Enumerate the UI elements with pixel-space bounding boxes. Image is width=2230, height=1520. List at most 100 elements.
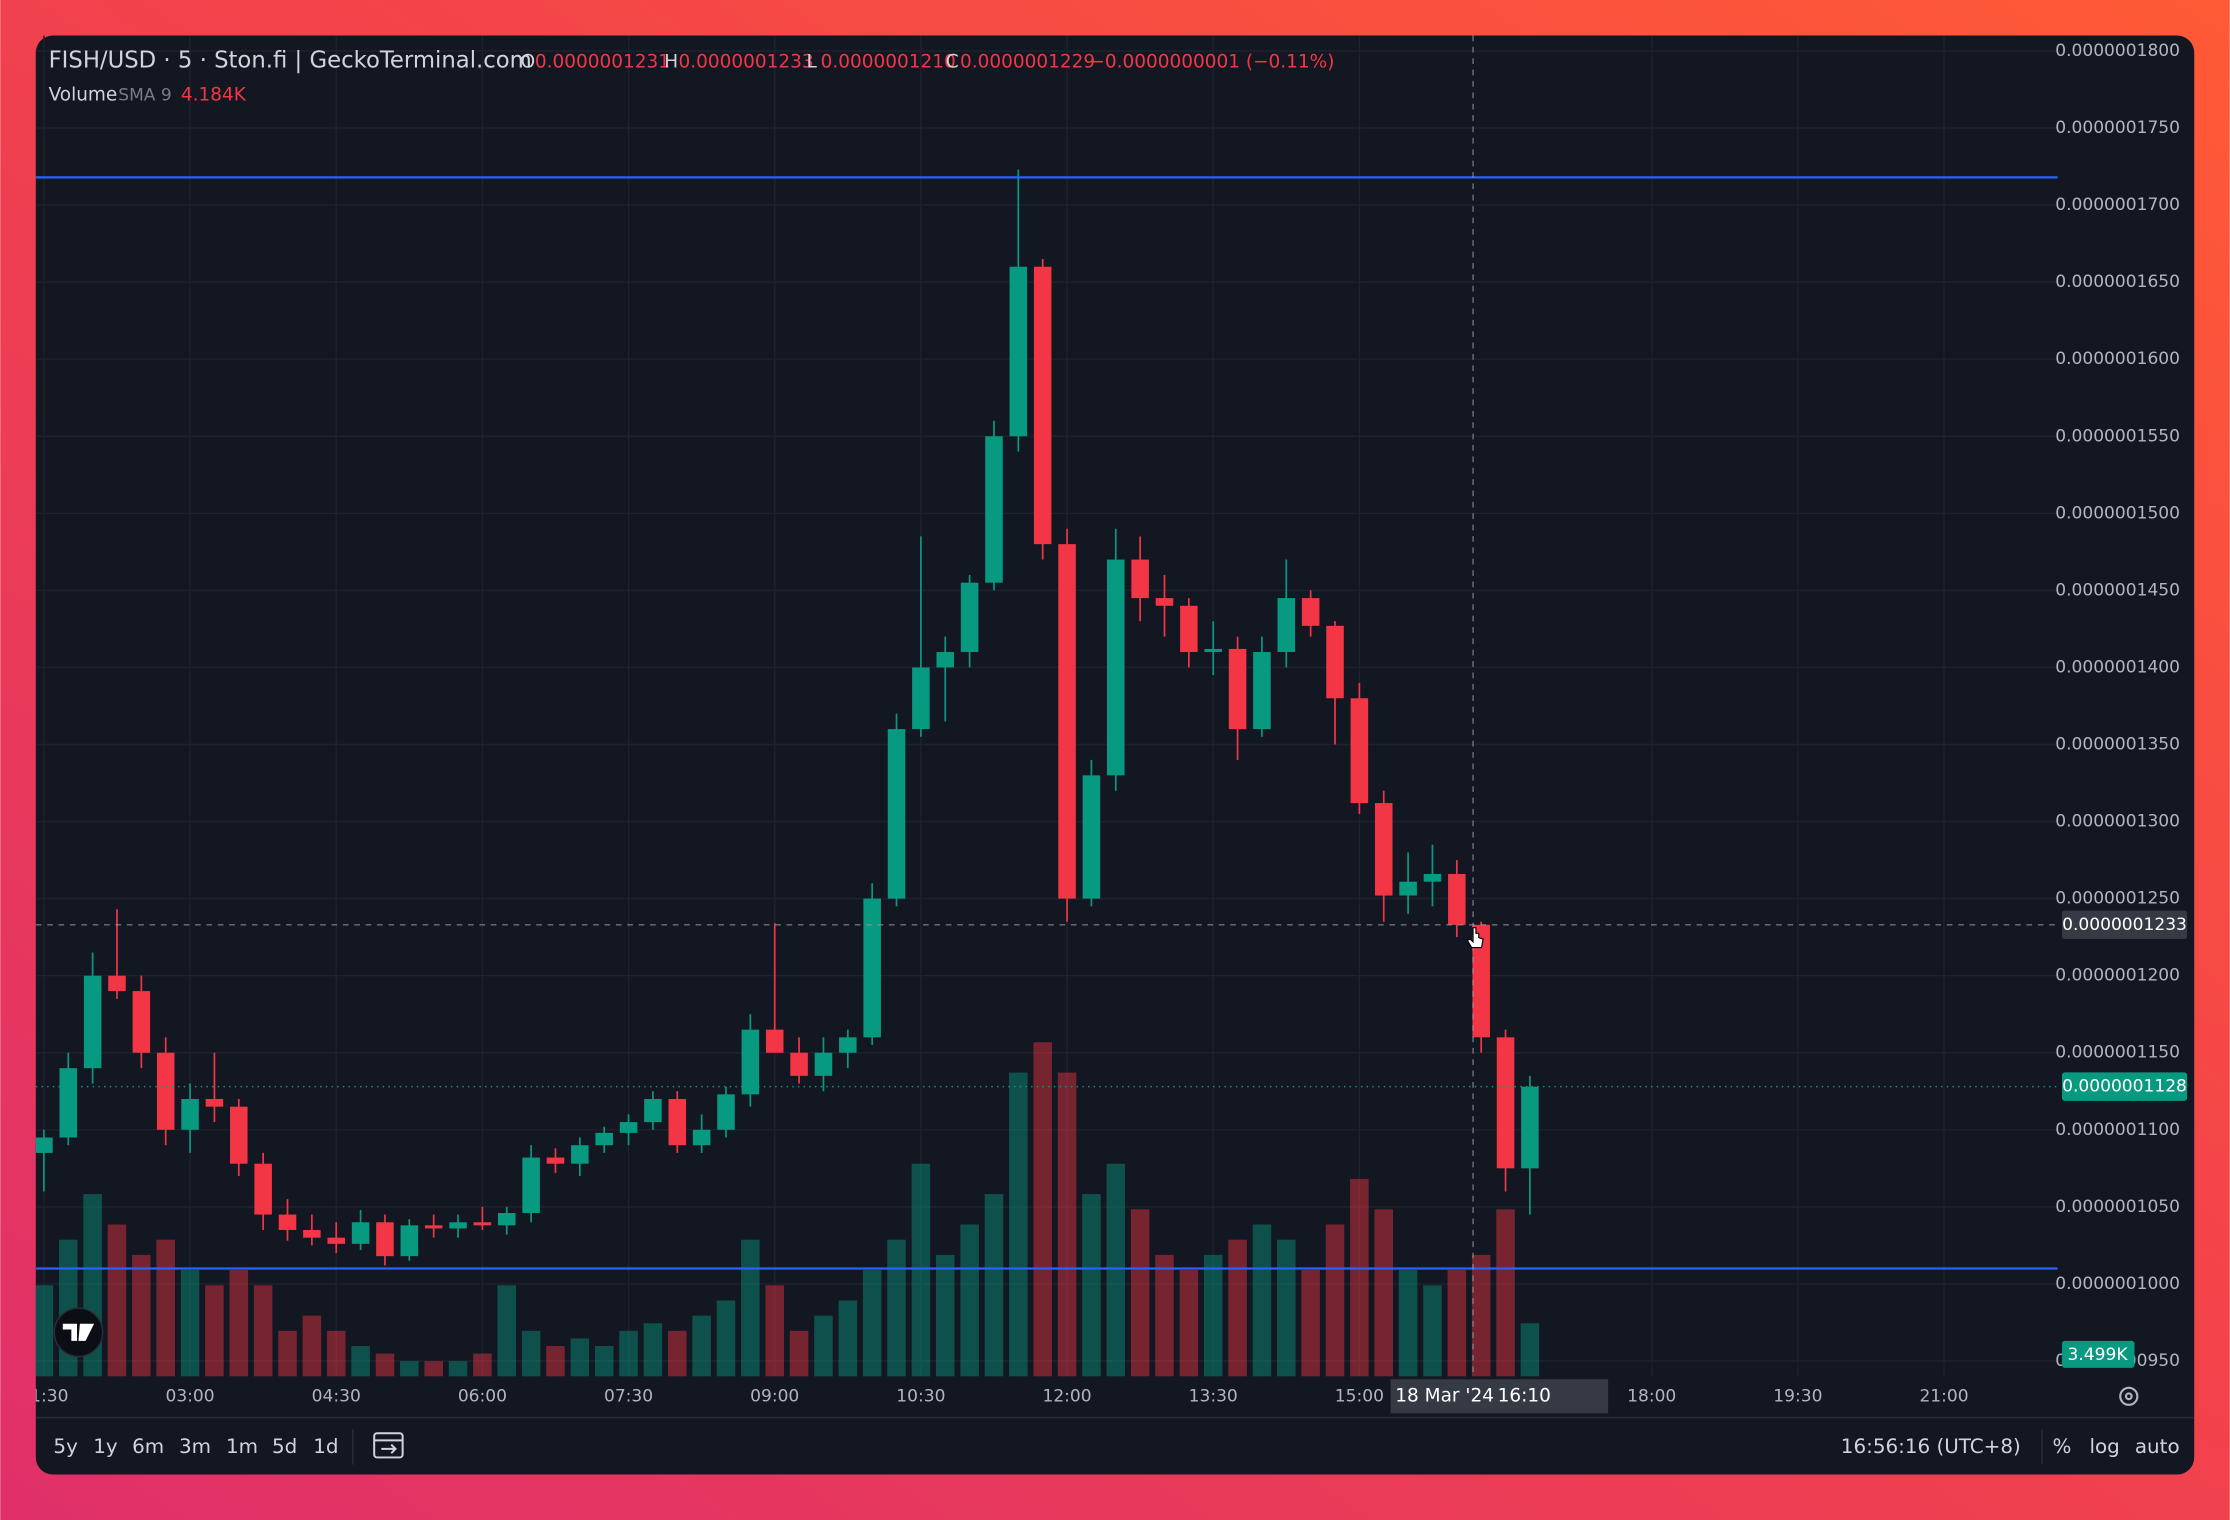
volume-bar: [1252, 1224, 1272, 1377]
volume-bar: [716, 1300, 736, 1377]
volume-tag-label: 3.499K: [2068, 1345, 2129, 1365]
x-tick-label: 07:30: [604, 1386, 653, 1406]
x-tick-label: 21:00: [1919, 1386, 1968, 1406]
range-button[interactable]: 5y: [53, 1435, 78, 1458]
candle-body: [303, 1229, 321, 1238]
volume-bar: [180, 1270, 200, 1377]
candle-body: [1204, 648, 1222, 653]
crosshair-date-label: 18 Mar '24: [1395, 1385, 1494, 1406]
y-tick-label: 0.0000001100: [2055, 1120, 2180, 1140]
candle-body: [546, 1157, 565, 1164]
candle-body: [35, 1137, 53, 1153]
ohlc-value: 0.0000001231: [535, 52, 670, 73]
candle-body: [473, 1222, 492, 1226]
y-tick-label: 0.0000001800: [2055, 41, 2180, 61]
axes: 0.0000001800 0.0000001750 0.0000001700 0.00…: [36, 41, 2188, 1414]
volume-bar: [1057, 1072, 1077, 1377]
candle-body: [1009, 266, 1028, 437]
x-tick-label: 03:00: [165, 1386, 214, 1406]
volume-bar: [984, 1194, 1004, 1377]
candle-body: [814, 1052, 833, 1076]
volume-bar: [448, 1361, 468, 1377]
volume-bar: [1471, 1254, 1491, 1377]
candle-body: [497, 1213, 516, 1226]
volume-bar: [570, 1338, 590, 1377]
volume-bar: [497, 1285, 517, 1377]
crosshair-time-tag: [1390, 1379, 1609, 1414]
volume-bar: [692, 1315, 711, 1377]
candle-body: [230, 1106, 248, 1164]
volume-bar: [1082, 1194, 1101, 1377]
x-tick-label: 10:30: [896, 1386, 945, 1406]
scale-option[interactable]: %: [2053, 1435, 2072, 1458]
range-button[interactable]: 5d: [272, 1435, 297, 1458]
volume-bar: [1350, 1178, 1369, 1377]
candle-body: [985, 436, 1003, 583]
candle-body: [59, 1068, 78, 1138]
crosshair-price-tag: [2061, 910, 2188, 940]
range-button[interactable]: 1y: [93, 1435, 118, 1458]
y-tick-label: 0.0000001550: [2055, 426, 2180, 446]
volume-bar: [862, 1270, 882, 1377]
range-button[interactable]: 1d: [313, 1435, 338, 1458]
range-button[interactable]: 6m: [132, 1435, 164, 1458]
candle-body: [619, 1122, 638, 1133]
y-tick-label: 0.0000001700: [2055, 195, 2180, 215]
volume-bar: [1496, 1209, 1515, 1377]
volume-bar: [1203, 1254, 1223, 1377]
range-button[interactable]: 3m: [179, 1435, 211, 1458]
volume-bar: [1179, 1270, 1199, 1377]
volume-bar: [668, 1330, 687, 1377]
candle-body: [1472, 924, 1490, 1038]
ohlc-key: C: [946, 52, 959, 73]
volume-bar: [911, 1163, 931, 1377]
candle-body: [1058, 544, 1076, 899]
ohlc-key: H: [664, 52, 678, 73]
candle-body: [1033, 266, 1052, 545]
volume-bar: [351, 1346, 370, 1377]
candle-body: [912, 667, 930, 730]
candle-body: [1082, 775, 1101, 899]
sma-value: 4.184K: [181, 84, 247, 105]
candle-body: [424, 1225, 443, 1229]
candle-body: [83, 975, 102, 1069]
x-tick-label: 12:00: [1042, 1386, 1091, 1406]
candle-body: [1131, 559, 1149, 599]
volume-bar: [156, 1239, 175, 1377]
crosshair-time-label: 16:10: [1498, 1385, 1551, 1406]
volume-bar: [1277, 1239, 1296, 1377]
y-tick-label: 0.0000001650: [2055, 272, 2180, 292]
date-range-button[interactable]: [373, 1432, 404, 1459]
settings-button[interactable]: [2119, 1386, 2139, 1406]
candle-body: [790, 1052, 808, 1076]
y-tick-label: 0.0000001500: [2055, 503, 2180, 523]
candle-body: [1374, 803, 1393, 896]
x-tick-label: 15:00: [1335, 1386, 1384, 1406]
candle-body: [181, 1098, 199, 1130]
y-tick-label: 0.0000001000: [2055, 1274, 2180, 1294]
x-tick-label: 04:30: [312, 1386, 361, 1406]
scale-option[interactable]: auto: [2135, 1435, 2180, 1458]
volume-bar: [424, 1361, 443, 1377]
y-tick-label: 0.0000001600: [2055, 349, 2180, 369]
volume-bar: [132, 1254, 151, 1377]
legend: FISH/USD · 5 · Ston.fi | GeckoTerminal.c…: [49, 48, 1335, 106]
candle-body: [1496, 1037, 1515, 1169]
candle-body: [1448, 873, 1466, 925]
scale-option[interactable]: log: [2089, 1435, 2119, 1458]
candle-body: [1301, 598, 1320, 626]
candle-body: [351, 1222, 370, 1244]
candle-body: [644, 1098, 662, 1123]
plot-area: [35, 35, 2058, 1377]
volume-bar: [253, 1285, 273, 1377]
volume-bar: [838, 1300, 858, 1377]
volume-bar: [1520, 1323, 1540, 1377]
volume-bar: [107, 1224, 127, 1377]
candle-body: [839, 1037, 857, 1053]
last-price-label: 0.0000001128: [2062, 1077, 2187, 1097]
candle-body: [376, 1222, 394, 1257]
range-button[interactable]: 1m: [226, 1435, 258, 1458]
sma-label: SMA 9: [118, 85, 171, 105]
x-tick-label: 09:00: [750, 1386, 799, 1406]
candle-body: [449, 1222, 467, 1229]
